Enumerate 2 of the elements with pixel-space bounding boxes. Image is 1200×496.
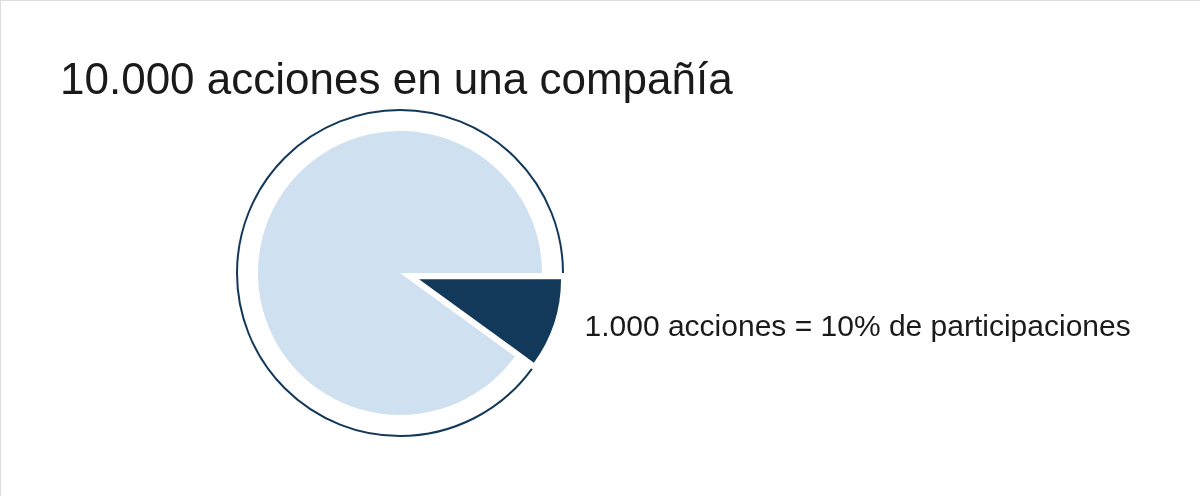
slice-label: 1.000 acciones = 10% de participaciones	[584, 308, 1131, 342]
chart-title: 10.000 acciones en una compañía	[60, 54, 734, 103]
